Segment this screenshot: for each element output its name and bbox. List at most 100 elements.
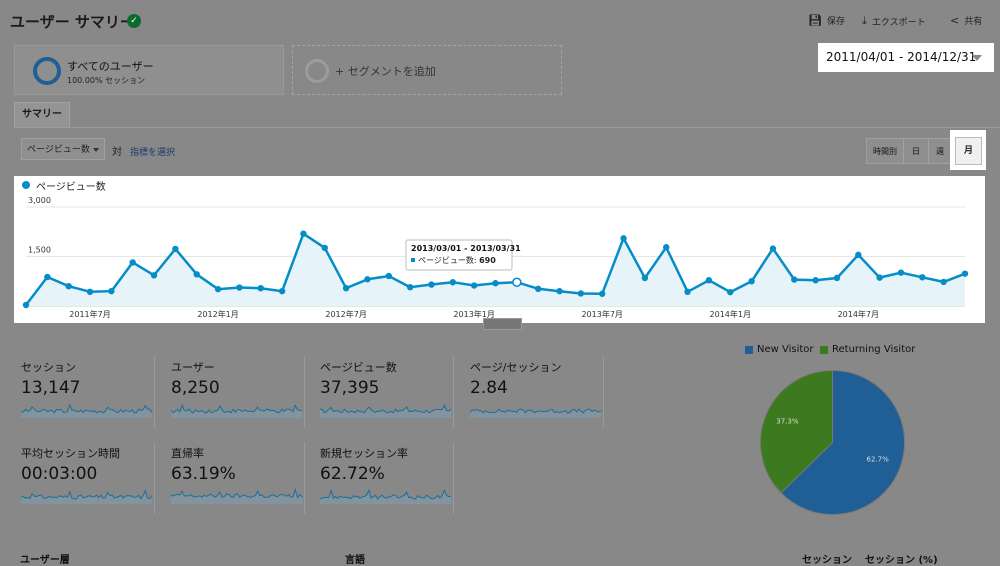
tooltip-box	[405, 239, 513, 271]
data-point	[44, 273, 51, 281]
data-point	[961, 270, 969, 277]
x-tick-label: 2014年7月	[838, 309, 879, 319]
chart-legend-label: ページビュー数	[36, 182, 106, 193]
sparkline	[21, 489, 153, 504]
share-icon: <	[950, 14, 960, 27]
sparkline-line	[21, 403, 153, 414]
data-point	[620, 235, 627, 242]
granularity-week[interactable]: 週	[928, 138, 952, 164]
pie-legend-returning: Returning Visitor	[820, 344, 915, 355]
date-range-picker[interactable]: 2011/04/01 - 2014/12/31	[818, 43, 994, 72]
data-point	[812, 277, 819, 284]
sparkline-line	[171, 403, 303, 414]
chart-canvas: 3,000 1,500 2011年7月 2012年1月 2012年7月 2013年1月 20…	[22, 196, 969, 319]
sparkline-area	[320, 490, 451, 504]
metric-avg-session-duration[interactable]: 平均セッション時間 00:03:00	[14, 442, 155, 514]
save-button[interactable]: 💾︎ 保存	[808, 14, 845, 27]
data-point	[940, 278, 947, 286]
data-point	[876, 274, 883, 281]
sparkline-area	[320, 405, 451, 418]
select-metric-link[interactable]: 指標を選択	[130, 148, 176, 158]
sparkline	[320, 488, 452, 504]
metric-pages-per-session[interactable]: ページ/セッション 2.84	[463, 356, 604, 428]
metric-sessions[interactable]: セッション 13,147	[14, 356, 155, 428]
language-header: 言語	[345, 555, 365, 566]
data-point	[193, 271, 200, 278]
data-point	[534, 285, 542, 293]
metric-value: 00:03:00	[21, 464, 98, 484]
download-icon: ⤓	[862, 14, 867, 27]
tab-summary[interactable]: サマリー	[14, 102, 70, 127]
line-chart: ページビュー数 3,000 1,500 2011年7月 2012年1月 2012年7月 2…	[14, 176, 985, 323]
legend-swatch	[820, 345, 828, 354]
data-point	[833, 274, 841, 282]
segment-all-users[interactable]: すべてのユーザー 100.00% セッション	[14, 45, 284, 95]
vs-label: 対	[112, 147, 122, 158]
granularity-month[interactable]: 月	[955, 137, 982, 165]
data-point	[108, 287, 115, 295]
data-point	[556, 287, 563, 295]
metric-pageviews[interactable]: ページビュー数 37,395	[313, 356, 454, 428]
sparkline	[21, 403, 153, 418]
data-point	[278, 287, 286, 295]
verified-check-icon: ✓	[127, 14, 141, 28]
data-point	[385, 272, 392, 280]
data-point	[470, 282, 478, 289]
metric-value: 63.19%	[171, 464, 236, 484]
data-point	[449, 279, 457, 286]
data-point	[428, 281, 435, 288]
demographics-header: ユーザー層	[20, 555, 70, 566]
data-point	[791, 276, 798, 283]
legend-label: Returning Visitor	[832, 344, 916, 355]
legend-dot-icon	[22, 181, 30, 189]
share-button[interactable]: < 共有	[950, 14, 983, 27]
data-point	[492, 280, 499, 287]
data-point	[214, 285, 222, 293]
add-segment-label: + セグメントを追加	[335, 65, 436, 78]
segment-share: 100.00% セッション	[67, 76, 146, 85]
data-point	[663, 244, 670, 251]
metric-bounce-rate[interactable]: 直帰率 63.19%	[164, 442, 305, 514]
page-header: ユーザー サマリー ✓ 💾︎ 保存 ⤓ エクスポート < 共有	[0, 0, 1000, 40]
metric-label: 直帰率	[171, 447, 204, 460]
granularity-hourly[interactable]: 時間別	[866, 138, 904, 164]
tooltip-swatch	[411, 258, 415, 262]
sparkline-line	[320, 403, 452, 414]
export-button[interactable]: ⤓ エクスポート	[862, 14, 926, 28]
data-point	[65, 283, 72, 290]
x-tick-label: 2012年1月	[197, 309, 238, 319]
metric-value: 62.72%	[320, 464, 385, 484]
sparkline-area	[21, 490, 152, 504]
data-point	[22, 301, 30, 309]
pie-slice-label: 37.3%	[776, 417, 799, 425]
data-point	[129, 259, 136, 266]
chart-collapse-handle[interactable]	[483, 318, 522, 330]
tab-divider	[14, 127, 1000, 128]
segment-ring-icon	[33, 57, 61, 85]
x-tick-label: 2013年1月	[453, 309, 494, 319]
metric-label: ユーザー	[171, 361, 215, 374]
metric-label: 新規セッション率	[320, 447, 408, 460]
metric-label: セッション	[21, 361, 76, 374]
sparkline	[171, 488, 303, 504]
metric-label: ページビュー数	[320, 361, 397, 374]
data-point	[748, 278, 755, 285]
tooltip-date: 2013/03/01 - 2013/03/31	[411, 244, 521, 253]
x-tick-label: 2012年7月	[325, 309, 366, 319]
x-tick-label: 2014年1月	[710, 309, 751, 319]
data-point	[599, 290, 606, 297]
add-segment-button[interactable]: + セグメントを追加	[292, 45, 562, 95]
data-point	[577, 290, 585, 297]
tooltip-value: ページビュー数: 690	[418, 255, 496, 265]
metric-users[interactable]: ユーザー 8,250	[164, 356, 305, 428]
data-point	[919, 274, 926, 281]
pie-slice-label: 62.7%	[866, 456, 889, 464]
metric-select[interactable]: ページビュー数	[21, 138, 105, 160]
granularity-day[interactable]: 日	[903, 138, 929, 164]
data-point	[897, 269, 905, 276]
sparkline-line	[470, 408, 602, 414]
series-area	[26, 233, 965, 306]
metric-new-sessions[interactable]: 新規セッション率 62.72%	[313, 442, 454, 514]
data-point	[257, 284, 264, 292]
granularity-month-highlight: 月	[950, 130, 986, 170]
